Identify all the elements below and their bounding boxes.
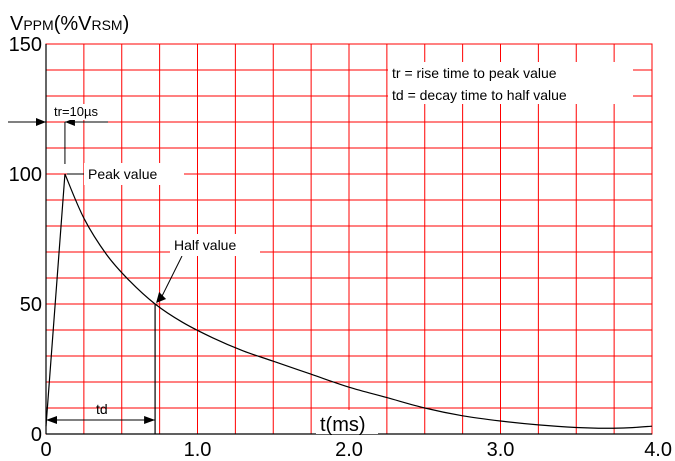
y-tick-label: 50 [20,294,42,316]
y-tick-label: 150 [9,34,42,56]
x-axis-label: t(ms) [320,414,366,436]
td-arrow-left-head [46,416,57,424]
half-value-label: Half value [174,237,236,253]
x-tick-label: 0 [40,439,51,461]
peak-value-label: Peak value [88,166,157,182]
tr-label-background [52,104,102,120]
y-tick-label: 100 [9,164,42,186]
td-label: td [96,401,108,417]
legend-tr: tr = rise time to peak value [392,65,557,81]
td-arrow-right-head [144,416,156,424]
tr-label: tr=10µs [54,104,98,119]
half-label-background [170,234,260,256]
waveform-series-line [45,173,653,429]
x-tick-label: 2.0 [335,439,363,461]
peak-label-background [84,163,184,185]
tr-arrow-left-head [36,118,46,126]
x-tick-labels: 0 1.0 2.0 3.0 4.0 [40,439,672,461]
x-tick-label: 4.0 [644,439,672,461]
y-axis-label: VPPM(%VRSM) [10,13,129,35]
x-tick-label: 1.0 [184,439,212,461]
x-tick-label: 3.0 [487,439,515,461]
x-axis-label-background [316,410,378,434]
half-value-arrow-shaft [160,255,183,299]
half-value-arrow-head [156,292,167,303]
legend-background [388,62,633,104]
y-tick-label: 0 [31,424,42,446]
y-tick-labels: 0 50 100 150 [9,34,42,446]
legend-td: td = decay time to half value [392,87,567,103]
